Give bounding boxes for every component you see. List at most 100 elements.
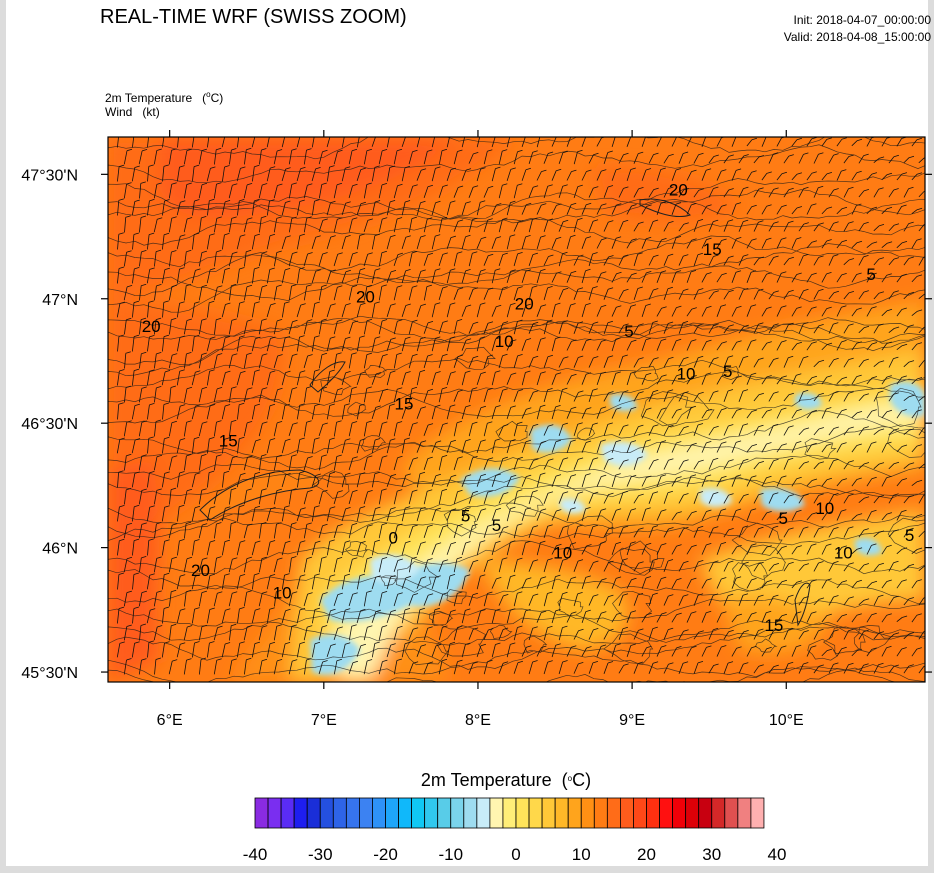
- colorbar-swatch: [515, 797, 530, 829]
- colorbar-swatch: [306, 797, 321, 829]
- colorbar-tick-label: 0: [511, 845, 520, 864]
- contour-label: 15: [703, 240, 722, 259]
- contour-label: 20: [515, 295, 534, 314]
- colorbar-swatch: [411, 797, 426, 829]
- map-frame: [107, 136, 926, 683]
- colorbar: [254, 797, 765, 829]
- colorbar-swatch: [633, 797, 647, 829]
- colorbar-swatch: [750, 797, 765, 829]
- contour-label: 15: [395, 394, 414, 413]
- colorbar-title-name: 2m Temperature: [420, 770, 552, 790]
- contour-label: 5: [905, 526, 914, 545]
- contour-label: 5: [866, 265, 875, 284]
- colorbar-swatch: [319, 797, 334, 829]
- colorbar-swatch: [672, 797, 687, 829]
- colorbar-swatch: [528, 797, 543, 829]
- page-title: REAL-TIME WRF (SWISS ZOOM): [100, 6, 407, 28]
- colorbar-swatch: [646, 797, 660, 829]
- colorbar-title-unit-close: C): [572, 770, 592, 790]
- colorbar-swatch: [698, 797, 713, 829]
- colorbar-tick-label: -10: [438, 845, 463, 864]
- colorbar-swatch: [711, 797, 726, 829]
- colorbar-swatch: [398, 797, 412, 829]
- colorbar-swatch: [345, 797, 360, 829]
- temperature-unit-degree: o: [206, 90, 211, 99]
- temperature-unit-open: (: [202, 91, 207, 105]
- contour-label: 20: [669, 180, 688, 199]
- contour-label: 5: [624, 322, 633, 341]
- colorbar-swatch: [502, 797, 517, 829]
- contour-label: 20: [356, 287, 375, 306]
- colorbar-swatch: [437, 797, 452, 829]
- colorbar-swatch: [280, 797, 295, 829]
- lat-tick-label: 46°30'N: [21, 416, 78, 433]
- temperature-variable-label: 2m Temperature (oC): [105, 90, 223, 105]
- snow-cover-patches: [310, 381, 925, 675]
- contour-label: 10: [677, 364, 696, 383]
- contour-label: 10: [815, 499, 834, 518]
- colorbar-title-unit-degree: o: [567, 774, 573, 783]
- colorbar-tick-label: 20: [637, 845, 656, 864]
- lat-tick-label: 45°30'N: [21, 665, 78, 682]
- colorbar-tick-label: 10: [572, 845, 591, 864]
- colorbar-swatch: [358, 797, 373, 829]
- contour-label: 5: [461, 506, 470, 525]
- colorbar-title-unit-open: (: [561, 770, 568, 790]
- colorbar-swatch: [737, 797, 752, 829]
- colorbar-swatch: [293, 797, 308, 829]
- colorbar-swatch: [724, 797, 739, 829]
- lon-tick-label: 7°E: [311, 712, 337, 729]
- contour-label: 10: [553, 544, 572, 563]
- colorbar-tick-label: 30: [702, 845, 721, 864]
- contour-label: 20: [191, 561, 210, 580]
- colorbar-swatch: [254, 797, 269, 829]
- colorbar-swatch: [463, 797, 478, 829]
- colorbar-tick-label: -40: [243, 845, 268, 864]
- lat-tick-label: 47°30'N: [21, 167, 78, 184]
- colorbar-swatch: [476, 797, 491, 829]
- colorbar-swatch: [606, 797, 621, 829]
- colorbar-swatch: [659, 797, 673, 829]
- contour-label: 0: [388, 529, 397, 548]
- lon-tick-label: 6°E: [157, 712, 183, 729]
- colorbar-tick-label: -30: [308, 845, 333, 864]
- colorbar-swatch: [385, 797, 399, 829]
- latitude-axis: 47°30'N 47°N 46°30'N 46°N 45°30'N: [21, 167, 932, 682]
- colorbar-swatch: [541, 797, 556, 829]
- lon-tick-label: 8°E: [465, 712, 491, 729]
- colorbar-swatch: [580, 797, 595, 829]
- lon-tick-label: 10°E: [769, 712, 804, 729]
- init-time: Init: 2018-04-07_00:00:00: [793, 13, 931, 27]
- colorbar-swatch: [554, 797, 569, 829]
- colorbar-swatch: [267, 797, 282, 829]
- colorbar-swatch: [567, 797, 582, 829]
- contour-label: 10: [495, 332, 514, 351]
- contour-label: 5: [492, 516, 501, 535]
- wind-name: Wind: [105, 105, 133, 119]
- valid-time: Valid: 2018-04-08_15:00:00: [783, 30, 931, 44]
- contour-label: 10: [834, 544, 853, 563]
- colorbar-swatch: [620, 797, 634, 829]
- contour-label: 5: [778, 509, 787, 528]
- temperature-name: 2m Temperature: [105, 91, 193, 105]
- contour-label: 15: [764, 616, 783, 635]
- lat-tick-label: 47°N: [42, 292, 78, 309]
- lon-tick-label: 9°E: [619, 712, 645, 729]
- colorbar-title: 2m Temperature (oC): [0, 770, 934, 791]
- wind-variable-label: Wind (kt): [105, 105, 160, 119]
- contour-label: 10: [273, 583, 292, 602]
- wind-unit: (kt): [142, 105, 160, 119]
- colorbar-tick-label: -20: [373, 845, 398, 864]
- colorbar-swatch: [489, 797, 504, 829]
- colorbar-swatch: [424, 797, 439, 829]
- colorbar-swatch: [332, 797, 347, 829]
- temperature-unit-close: C): [210, 91, 224, 105]
- colorbar-swatch: [593, 797, 608, 829]
- colorbar-tick-labels: -40 -30 -20 -10 0 10 20 30 40: [243, 845, 787, 864]
- colorbar-tick-label: 40: [768, 845, 787, 864]
- colorbar-swatch: [372, 797, 386, 829]
- lat-tick-label: 46°N: [42, 541, 78, 558]
